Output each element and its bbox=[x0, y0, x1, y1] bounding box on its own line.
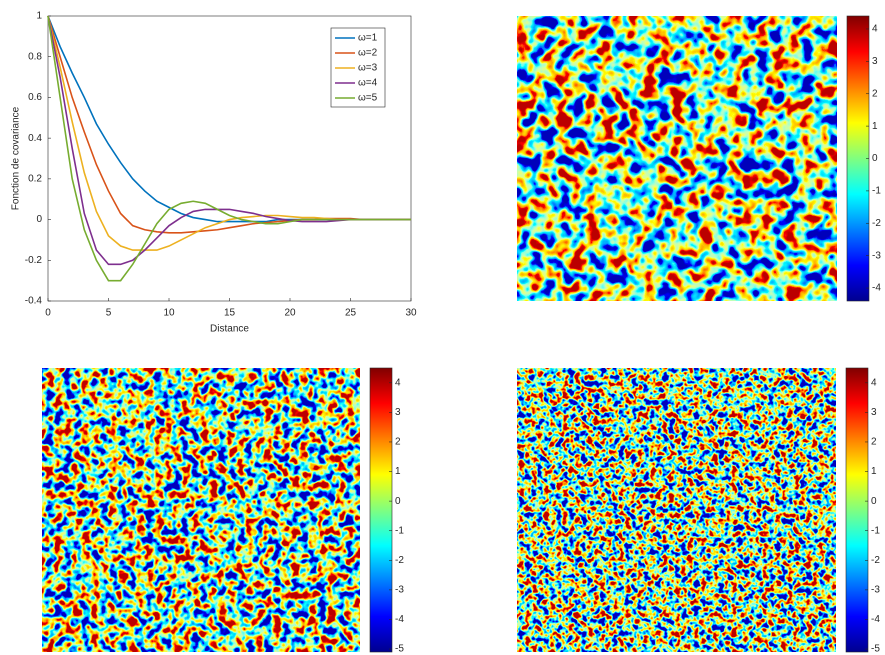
x-tick-label: 25 bbox=[345, 308, 357, 319]
x-tick-label: 0 bbox=[45, 308, 51, 319]
colorbar-tick-label: 2 bbox=[871, 437, 877, 448]
colorbar-tick-label: 3 bbox=[871, 407, 877, 418]
colorbar-tick-label: 0 bbox=[395, 496, 401, 507]
y-tick-label: 1 bbox=[36, 11, 42, 22]
colorbar-tick-label: -3 bbox=[872, 250, 881, 261]
legend-label: ω=4 bbox=[358, 78, 378, 89]
colorbar-tick-label: -4 bbox=[871, 614, 880, 625]
x-tick-label: 15 bbox=[224, 308, 236, 319]
x-tick-label: 30 bbox=[405, 308, 417, 319]
colorbar-tick-label: 4 bbox=[872, 24, 878, 35]
colorbar-tick-label: 3 bbox=[872, 56, 878, 67]
y-tick-label: 0.2 bbox=[28, 173, 42, 184]
x-tick-label: 20 bbox=[284, 308, 296, 319]
legend-label: ω=5 bbox=[358, 93, 378, 104]
colorbar-tick-label: 3 bbox=[395, 407, 401, 418]
random-field bbox=[517, 368, 836, 652]
y-tick-label: -0.2 bbox=[25, 255, 43, 266]
colorbar-tick-label: 2 bbox=[395, 437, 401, 448]
colorbar-tick-label: -2 bbox=[871, 555, 880, 566]
colorbar-tick-label: -1 bbox=[395, 525, 404, 536]
y-tick-label: 0 bbox=[36, 214, 42, 225]
colorbar bbox=[845, 367, 869, 653]
legend-label: ω=3 bbox=[358, 63, 378, 74]
legend-label: ω=2 bbox=[358, 48, 378, 59]
y-tick-label: -0.4 bbox=[25, 296, 43, 307]
colorbar-tick-label: 1 bbox=[872, 121, 878, 132]
colorbar-tick-label: -4 bbox=[872, 283, 881, 294]
colorbar-tick-label: 1 bbox=[395, 466, 401, 477]
random-field bbox=[517, 16, 837, 301]
y-tick-label: 0.4 bbox=[28, 133, 42, 144]
colorbar-tick-label: 4 bbox=[395, 377, 401, 388]
colorbar-tick-label: -5 bbox=[395, 644, 404, 655]
colorbar-tick-label: 0 bbox=[871, 496, 877, 507]
colorbar-tick-label: 0 bbox=[872, 153, 878, 164]
y-tick-label: 0.6 bbox=[28, 92, 42, 103]
series-line bbox=[47, 15, 411, 282]
colorbar-tick-label: -2 bbox=[872, 218, 881, 229]
colorbar-tick-label: 1 bbox=[871, 466, 877, 477]
x-tick-label: 5 bbox=[106, 308, 112, 319]
colorbar bbox=[846, 15, 870, 302]
random-field bbox=[42, 368, 360, 652]
colorbar-tick-label: -3 bbox=[395, 585, 404, 596]
colorbar-tick-label: -1 bbox=[871, 525, 880, 536]
legend-label: ω=1 bbox=[358, 33, 378, 44]
x-axis-label: Distance bbox=[210, 324, 249, 335]
colorbar bbox=[369, 367, 393, 653]
colorbar-tick-label: 2 bbox=[872, 88, 878, 99]
colorbar-tick-label: 4 bbox=[871, 377, 877, 388]
colorbar-tick-label: -2 bbox=[395, 555, 404, 566]
colorbar-tick-label: -4 bbox=[395, 614, 404, 625]
colorbar-tick-label: -5 bbox=[871, 644, 880, 655]
colorbar-tick-label: -3 bbox=[871, 585, 880, 596]
x-tick-label: 10 bbox=[163, 308, 175, 319]
colorbar-tick-label: -1 bbox=[872, 186, 881, 197]
y-tick-label: 0.8 bbox=[28, 51, 42, 62]
y-axis-label: Fonction de covariance bbox=[11, 106, 22, 210]
series-line bbox=[47, 15, 411, 234]
